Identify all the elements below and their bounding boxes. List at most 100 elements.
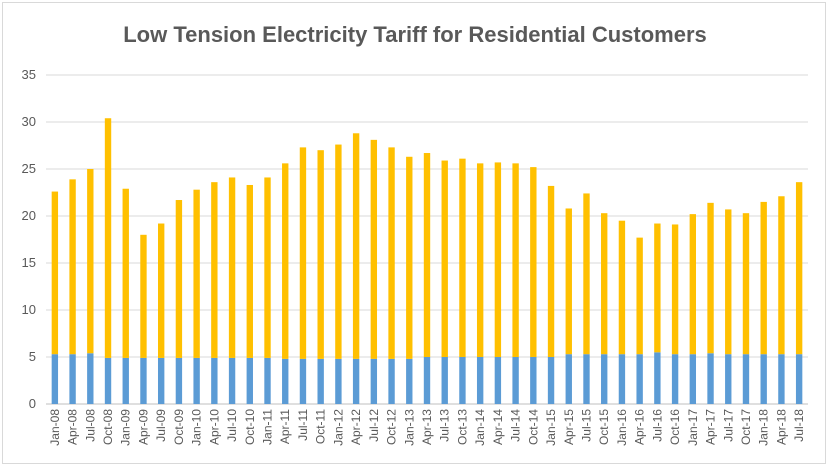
bar-segment-series-1 — [565, 354, 572, 404]
bar-segment-series-2 — [317, 150, 324, 359]
bar-segment-series-2 — [140, 234, 147, 358]
bar-segment-series-1 — [282, 358, 289, 404]
bar-segment-series-1 — [671, 354, 679, 404]
x-tick-label: Apr-11 — [278, 409, 292, 444]
bar-segment-series-1 — [760, 354, 767, 404]
x-tick-label: Oct-08 — [101, 409, 115, 445]
bar-segment-series-1 — [795, 354, 803, 404]
bar-segment-series-2 — [157, 223, 165, 358]
bar-segment-series-2 — [547, 185, 555, 357]
bar-segment-series-1 — [530, 357, 537, 404]
bar-segment-series-2 — [175, 200, 183, 358]
bar-segment-series-2 — [671, 224, 679, 355]
bar-segment-series-2 — [530, 167, 537, 357]
bar-segment-series-2 — [122, 188, 129, 358]
bar-segment-series-1 — [601, 354, 608, 404]
x-tick-label: Jan-10 — [190, 409, 204, 446]
bar-segment-series-2 — [228, 177, 236, 358]
bar-segment-series-1 — [211, 357, 218, 404]
bar-segment-series-1 — [140, 357, 147, 404]
bar-segment-series-2 — [87, 169, 94, 354]
bar-segment-series-1 — [654, 352, 661, 404]
y-axis-ticks: 0 5 10 15 20 25 30 35 — [22, 67, 36, 411]
bar-segment-series-1 — [441, 357, 448, 404]
bar-segment-series-1 — [317, 358, 324, 404]
x-tick-label: Oct-09 — [172, 409, 186, 445]
bar-segment-series-2 — [636, 237, 643, 355]
x-tick-label: Jan-09 — [119, 409, 133, 446]
y-tick-label: 10 — [22, 302, 36, 317]
bar-segment-series-1 — [707, 353, 714, 404]
x-tick-label: Jul-15 — [579, 409, 593, 442]
x-tick-label: Jan-12 — [331, 409, 345, 446]
bar-segment-series-2 — [335, 144, 342, 359]
x-tick-label: Oct-17 — [739, 409, 753, 445]
bar-segment-series-2 — [601, 213, 608, 355]
x-tick-label: Jul-17 — [721, 409, 735, 442]
bar-segment-series-2 — [370, 139, 378, 359]
bar-segment-series-2 — [742, 213, 750, 355]
bar-segment-series-2 — [760, 201, 767, 355]
bar-segment-series-1 — [264, 357, 271, 404]
bar-segment-series-2 — [689, 214, 697, 355]
y-tick-label: 35 — [22, 67, 36, 82]
bar-segment-series-1 — [193, 357, 200, 404]
x-tick-label: Jan-13 — [402, 409, 416, 446]
bar-segment-series-2 — [654, 223, 661, 353]
x-tick-label: Apr-10 — [207, 409, 221, 445]
bar-segment-series-2 — [406, 156, 413, 359]
x-tick-label: Oct-15 — [597, 409, 611, 445]
x-tick-label: Jul-14 — [509, 409, 523, 442]
y-tick-label: 25 — [22, 161, 36, 176]
bar-segment-series-2 — [778, 196, 785, 355]
x-tick-label: Apr-14 — [491, 409, 505, 445]
x-tick-label: Apr-13 — [420, 409, 434, 445]
bar-segment-series-1 — [51, 354, 59, 404]
x-tick-label: Jan-11 — [261, 409, 275, 445]
bar-segment-series-1 — [352, 358, 360, 404]
x-tick-label: Apr-16 — [633, 409, 647, 445]
bar-segment-series-2 — [211, 182, 218, 358]
bar-segment-series-1 — [175, 357, 183, 404]
bar-segment-series-1 — [583, 354, 590, 404]
y-tick-label: 0 — [29, 396, 36, 411]
x-tick-label: Jul-18 — [792, 409, 806, 442]
bar-segment-series-1 — [370, 358, 378, 404]
x-tick-label: Apr-08 — [66, 409, 80, 445]
x-tick-label: Jul-09 — [154, 409, 168, 442]
bar-segment-series-2 — [69, 179, 76, 355]
x-tick-label: Apr-17 — [704, 409, 718, 445]
x-tick-label: Jan-14 — [473, 409, 487, 446]
bar-segment-series-1 — [423, 357, 431, 404]
bar-segment-series-2 — [388, 147, 395, 359]
bar-segment-series-2 — [282, 163, 289, 359]
bar-segment-series-2 — [246, 184, 253, 358]
bar-segment-series-2 — [494, 162, 502, 357]
x-tick-label: Jul-12 — [367, 409, 381, 442]
x-tick-label: Jan-17 — [686, 409, 700, 446]
x-tick-label: Jul-08 — [83, 409, 97, 442]
bar-segment-series-1 — [335, 358, 342, 404]
x-tick-label: Jan-16 — [615, 409, 629, 446]
x-tick-label: Apr-15 — [562, 409, 576, 445]
bar-segment-series-2 — [51, 191, 59, 355]
x-tick-label: Oct-16 — [668, 409, 682, 445]
x-tick-label: Oct-14 — [526, 409, 540, 445]
bars — [51, 118, 803, 404]
x-tick-label: Jul-11 — [296, 409, 310, 441]
bar-segment-series-2 — [725, 209, 732, 355]
bar-segment-series-2 — [476, 163, 484, 357]
x-tick-label: Jul-13 — [438, 409, 452, 442]
bar-segment-series-1 — [494, 357, 502, 404]
x-tick-label: Apr-18 — [774, 409, 788, 445]
bar-segment-series-1 — [618, 354, 626, 404]
bar-segment-series-2 — [707, 202, 714, 354]
x-tick-label: Oct-10 — [243, 409, 257, 445]
bar-segment-series-1 — [778, 354, 785, 404]
bar-segment-series-1 — [122, 357, 129, 404]
bar-segment-series-1 — [547, 357, 555, 404]
x-tick-label: Jul-10 — [225, 409, 239, 442]
x-axis-ticks: Jan-08 Apr-08 Jul-08 Oct-08 Jan-09 Apr-09 Jul-… — [48, 409, 806, 446]
bar-segment-series-2 — [264, 177, 271, 358]
